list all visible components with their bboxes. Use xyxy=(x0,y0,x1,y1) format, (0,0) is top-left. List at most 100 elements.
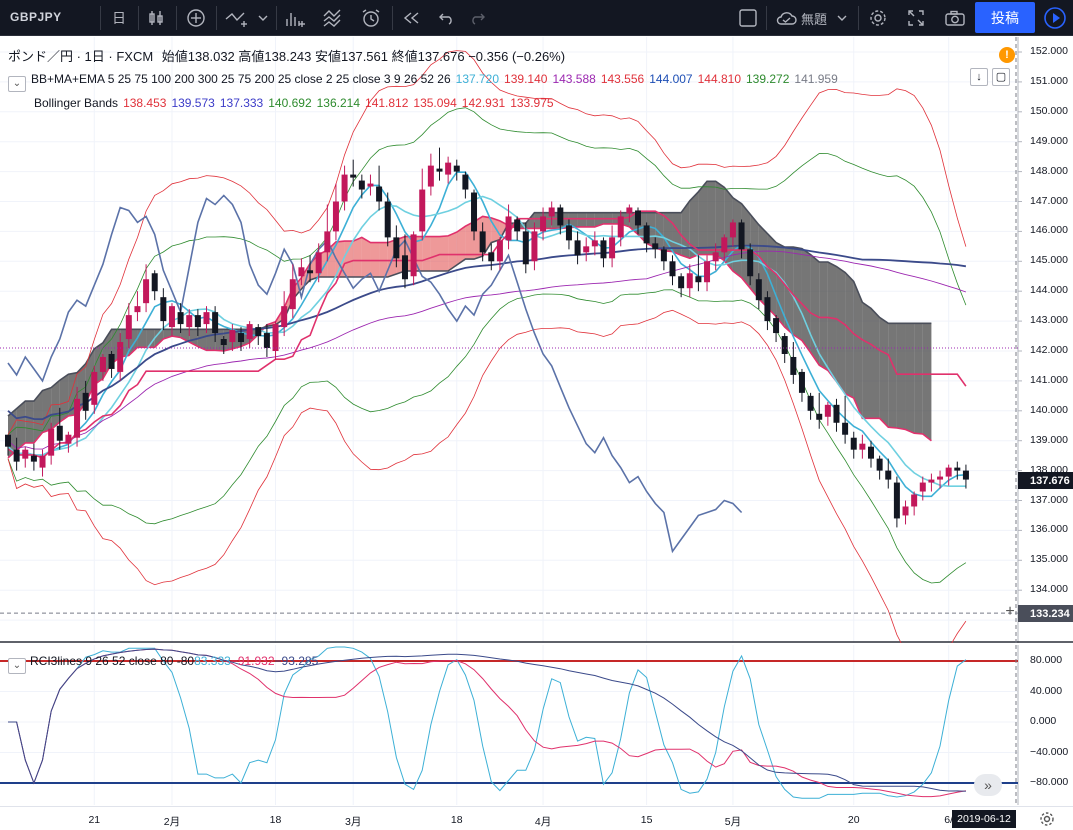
cloud-segment xyxy=(568,212,578,228)
candle-body xyxy=(617,216,624,238)
alert-indicator-icon[interactable]: ! xyxy=(999,47,1015,63)
indicator-values: 138.453 139.573 137.333 140.692 136.214 141.8… xyxy=(123,96,559,110)
cloud-segment xyxy=(154,329,164,348)
price-tick-label: 143.000 xyxy=(1030,314,1068,327)
candle-body xyxy=(937,476,944,480)
candle-body xyxy=(263,333,270,349)
candle-body xyxy=(600,240,607,259)
price-tick-label: 139.000 xyxy=(1030,433,1068,446)
candle-body xyxy=(5,434,11,447)
compare-add-icon[interactable] xyxy=(184,6,208,30)
publish-button[interactable]: 投稿 xyxy=(975,2,1035,33)
time-tick-label: 21 xyxy=(88,814,101,826)
price-tick-label: 151.000 xyxy=(1030,74,1068,87)
cloud-segment xyxy=(905,323,915,434)
candle-body xyxy=(928,479,935,483)
candle-body xyxy=(678,276,685,289)
legend-rci[interactable]: ⌄ RCI3lines 9 26 52 close 80 -8083.333−91… xyxy=(8,654,318,674)
arrow-down-icon[interactable]: ↓ xyxy=(970,68,988,86)
candle-body xyxy=(850,437,857,450)
candle-body xyxy=(410,234,417,277)
cloud-segment xyxy=(353,237,362,277)
price-tick-label: 148.000 xyxy=(1030,164,1068,177)
indicator-name: RCI3lines 9 26 52 close 80 -80 xyxy=(30,654,195,668)
save-layout-button[interactable]: 無題 xyxy=(775,6,847,30)
symbol-search-button[interactable]: GBPJPY xyxy=(10,10,62,24)
indicator-value: 138.453 xyxy=(123,96,167,110)
candle-body xyxy=(514,219,521,232)
add-alert-plus-icon[interactable]: + xyxy=(1005,603,1015,620)
collapse-chevron-icon[interactable]: ⌄ xyxy=(8,658,26,674)
financials-icon[interactable] xyxy=(282,6,308,30)
symbol-title: ポンド／円 · 1日 · FXCM xyxy=(8,49,154,64)
toolbar-divider xyxy=(392,6,393,30)
rci-pane[interactable] xyxy=(0,645,1073,805)
layout-square-icon[interactable] xyxy=(736,6,760,30)
alert-clock-icon[interactable] xyxy=(358,6,384,30)
candle-body xyxy=(574,240,581,256)
candle-body xyxy=(911,494,918,507)
replay-icon[interactable] xyxy=(400,6,422,30)
candle-body xyxy=(177,312,184,325)
fullscreen-icon[interactable] xyxy=(904,6,928,30)
candle-body xyxy=(203,312,210,325)
indicator-value: 83.333 xyxy=(194,654,231,668)
cloud-segment xyxy=(810,254,820,366)
cloud-segment xyxy=(180,329,190,343)
undo-icon[interactable] xyxy=(436,6,458,30)
candle-body xyxy=(384,201,391,238)
ohlc-values: 始値138.032 高値138.243 安値137.561 終値137.676 … xyxy=(161,49,566,64)
cloud-segment xyxy=(189,329,198,347)
candle-body xyxy=(565,225,572,241)
candle-body xyxy=(945,467,952,477)
candle-body xyxy=(108,353,115,369)
price-tick-label: 136.000 xyxy=(1030,523,1068,536)
candle-body xyxy=(764,297,771,322)
candle-body xyxy=(229,330,236,343)
candle-body xyxy=(868,446,874,459)
cloud-segment xyxy=(146,329,155,348)
collapse-chevron-icon[interactable]: ⌄ xyxy=(8,76,26,92)
maximize-pane-icon[interactable]: ▢ xyxy=(992,68,1010,86)
interval-button[interactable]: 日 xyxy=(108,6,130,30)
toolbar-divider xyxy=(858,6,859,30)
camera-icon[interactable] xyxy=(942,6,968,30)
rci-axis[interactable]: 80.000 40.000 0.000 −40.000 −80.000 xyxy=(1018,645,1073,805)
legend-bollinger[interactable]: Bollinger Bands 138.453 139.573 137.333 140.… xyxy=(34,96,564,110)
candle-body xyxy=(893,482,900,519)
candle-body xyxy=(876,458,883,471)
candle-style-icon[interactable] xyxy=(144,6,168,30)
candle-body xyxy=(246,324,253,340)
rci-line xyxy=(8,646,967,799)
candle-body xyxy=(919,482,926,492)
indicator-value: 144.810 xyxy=(697,72,741,86)
price-tag: 133.234 xyxy=(1018,605,1073,623)
price-tick-label: 137.000 xyxy=(1030,493,1068,506)
gear-icon[interactable] xyxy=(1038,810,1056,828)
crosshair-date-tag: 2019-06-12 xyxy=(952,810,1016,828)
play-icon[interactable] xyxy=(1040,3,1070,33)
chevron-down-icon[interactable] xyxy=(256,6,270,30)
candle-body xyxy=(583,246,590,253)
legend-bb-ma-ema[interactable]: ⌄ BB+MA+EMA 5 25 75 100 200 300 25 75 200… xyxy=(8,72,848,92)
indicator-value: −91.932 xyxy=(230,654,275,668)
price-axis[interactable]: 152.000 151.000 150.000 149.000 148.000 147.0… xyxy=(1018,37,1073,643)
time-axis[interactable]: 21 2月 18 3月 18 4月 15 5月 20 6/ xyxy=(0,806,1073,830)
indicator-value: 139.272 xyxy=(746,72,790,86)
candle-body xyxy=(315,252,322,274)
candle-body xyxy=(807,395,814,411)
candle-body xyxy=(609,237,616,259)
candle-body xyxy=(367,183,374,187)
redo-icon[interactable] xyxy=(466,6,488,30)
candle-body xyxy=(591,240,598,247)
gear-icon[interactable] xyxy=(866,6,890,30)
indicator-lines xyxy=(7,50,967,643)
scroll-to-realtime-button[interactable]: » xyxy=(974,774,1002,796)
candle-body xyxy=(281,306,288,328)
candle-body xyxy=(721,237,728,253)
bollinger-upper xyxy=(7,50,967,435)
price-chart[interactable] xyxy=(0,37,1073,643)
templates-icon[interactable] xyxy=(320,6,346,30)
candle-body xyxy=(634,210,641,226)
indicators-icon[interactable] xyxy=(222,6,252,30)
